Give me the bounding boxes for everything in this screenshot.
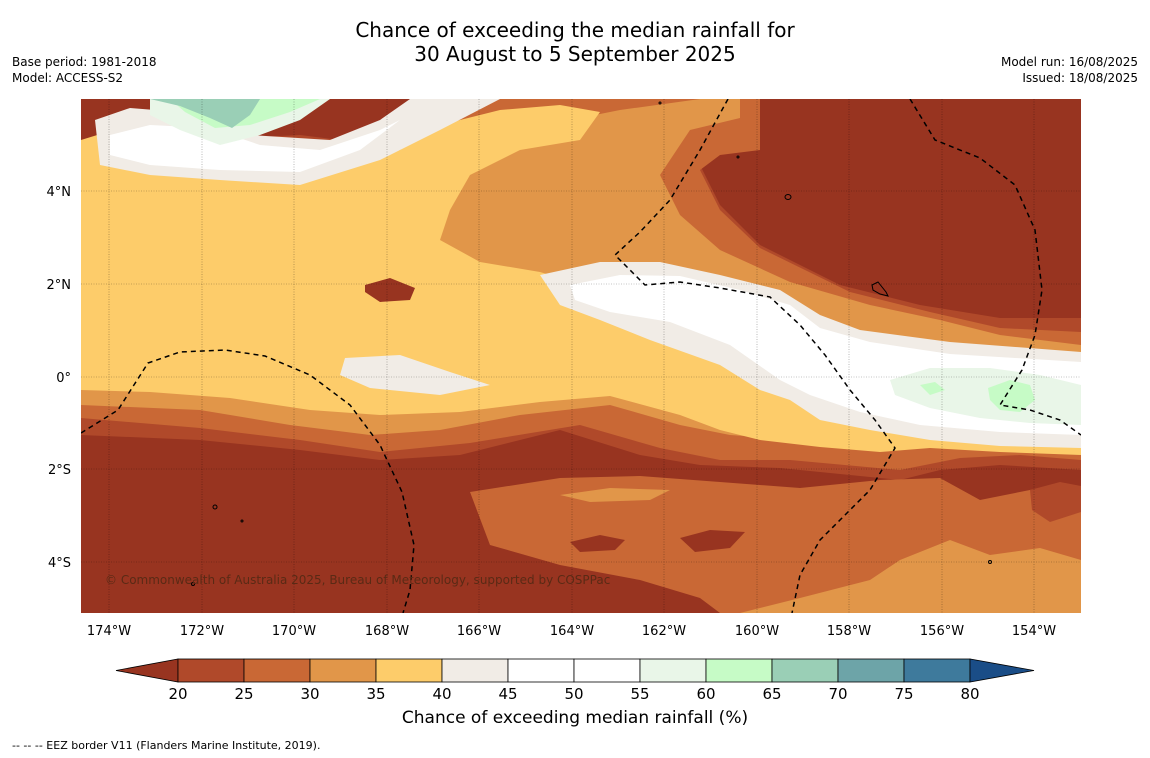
model-run-text: Model run: 16/08/2025: [1000, 55, 1138, 69]
colorbar: [115, 658, 1035, 683]
lon-axis: 174°W 172°W 170°W 168°W 166°W 164°W 162°…: [87, 624, 1056, 639]
bin-50-fill: [110, 120, 400, 172]
lat-label-4s: 4°S: [48, 556, 71, 571]
footnote: -- -- -- EEZ border V11 (Flanders Marine…: [12, 739, 321, 752]
bin-35-fill-south: [740, 540, 1081, 613]
islands: [191, 101, 992, 586]
base-period-text: Base period: 1981-2018: [12, 55, 157, 69]
colorbar-tick-label: 20: [168, 685, 187, 700]
colorbar-tick-label: 25: [234, 685, 253, 700]
lon-label-166w: 166°W: [457, 624, 501, 639]
island-5: [658, 101, 662, 105]
island-2: [871, 281, 889, 297]
eez-border-kiribati-west: [613, 99, 896, 613]
bin-35-fill-patch: [560, 488, 670, 502]
meta-right: Model run: 16/08/2025 Issued: 18/08/2025: [1001, 54, 1138, 86]
dark-patch-2: [570, 535, 625, 552]
grid-lines: [81, 99, 1081, 613]
colorbar-bin: [243, 658, 311, 683]
issued-text: Issued: 18/08/2025: [1022, 71, 1138, 85]
lon-label-170w: 170°W: [272, 624, 316, 639]
colorbar-label: Chance of exceeding median rainfall (%): [401, 708, 749, 728]
colorbar-bin: [705, 658, 773, 683]
island-3: [212, 504, 218, 510]
colorbar-tick-label: 75: [894, 685, 913, 700]
lat-label-4n: 4°N: [47, 185, 72, 200]
island-1: [784, 194, 792, 200]
lat-label-2n: 2°N: [47, 278, 72, 293]
lat-label-0: 0°: [56, 371, 71, 386]
lon-label-168w: 168°W: [365, 624, 409, 639]
eez-border-kiribati-east: [909, 99, 1081, 436]
lon-label-160w: 160°W: [735, 624, 779, 639]
title-line-2: 30 August to 5 September 2025: [414, 42, 736, 66]
eez-border-tokelau: [81, 349, 415, 613]
lon-label-156w: 156°W: [920, 624, 964, 639]
dark-patch-3: [680, 530, 745, 552]
colorbar-bin: [771, 658, 839, 683]
colorbar-bin: [639, 658, 707, 683]
bin-60-fill-patch-a: [920, 382, 945, 395]
colorbar-tick-label: 80: [960, 685, 979, 700]
lon-label-172w: 172°W: [180, 624, 224, 639]
colorbar-bin: [507, 658, 575, 683]
lat-label-2s: 2°S: [48, 463, 71, 478]
lon-label-162w: 162°W: [642, 624, 686, 639]
eez-borders: [81, 99, 1081, 613]
colorbar-extend-high: [969, 658, 1035, 683]
lat-axis: 4°N 2°N 0° 2°S 4°S: [47, 185, 72, 571]
colorbar-bin: [837, 658, 905, 683]
colorbar-tick-label: 35: [366, 685, 385, 700]
island-8: [240, 519, 244, 523]
colorbar-tick-label: 30: [300, 685, 319, 700]
lon-label-174w: 174°W: [87, 624, 131, 639]
bin-45-fill-patch: [340, 355, 490, 395]
island-6: [736, 155, 740, 159]
colorbar-bin: [177, 658, 245, 683]
lon-label-158w: 158°W: [827, 624, 871, 639]
colorbar-tick-label: 45: [498, 685, 517, 700]
colorbar-tick-label: 55: [630, 685, 649, 700]
copyright-text: © Commonwealth of Australia 2025, Bureau…: [105, 573, 610, 587]
model-text: Model: ACCESS-S2: [12, 71, 124, 85]
colorbar-tick-label: 40: [432, 685, 451, 700]
colorbar-tick-label: 65: [762, 685, 781, 700]
island-7: [988, 560, 992, 564]
dark-patch-4: [1030, 482, 1081, 522]
map-field: © Commonwealth of Australia 2025, Bureau…: [81, 99, 1081, 613]
rainfall-map: © Commonwealth of Australia 2025, Bureau…: [47, 99, 1081, 700]
colorbar-bin: [375, 658, 443, 683]
lon-label-164w: 164°W: [550, 624, 594, 639]
colorbar-extend-low: [115, 658, 179, 683]
colorbar-bin: [441, 658, 509, 683]
bin-65-fill: [150, 99, 260, 128]
colorbar-bin: [309, 658, 377, 683]
meta-left: Base period: 1981-2018 Model: ACCESS-S2: [12, 54, 157, 86]
colorbar-tick-label: 50: [564, 685, 583, 700]
dark-patch-1: [365, 278, 415, 302]
page-title: Chance of exceeding the median rainfall …: [0, 18, 1150, 66]
title-line-1: Chance of exceeding the median rainfall …: [355, 18, 795, 42]
colorbar-tick-label: 60: [696, 685, 715, 700]
lon-label-154w: 154°W: [1012, 624, 1056, 639]
colorbar-tick-label: 70: [828, 685, 847, 700]
colorbar-bin: [903, 658, 971, 683]
colorbar-ticks: 20 25 30 35 40 45 50 55 60 65 70 75 80: [168, 685, 979, 700]
colorbar-bin: [573, 658, 641, 683]
island-4: [191, 582, 195, 586]
